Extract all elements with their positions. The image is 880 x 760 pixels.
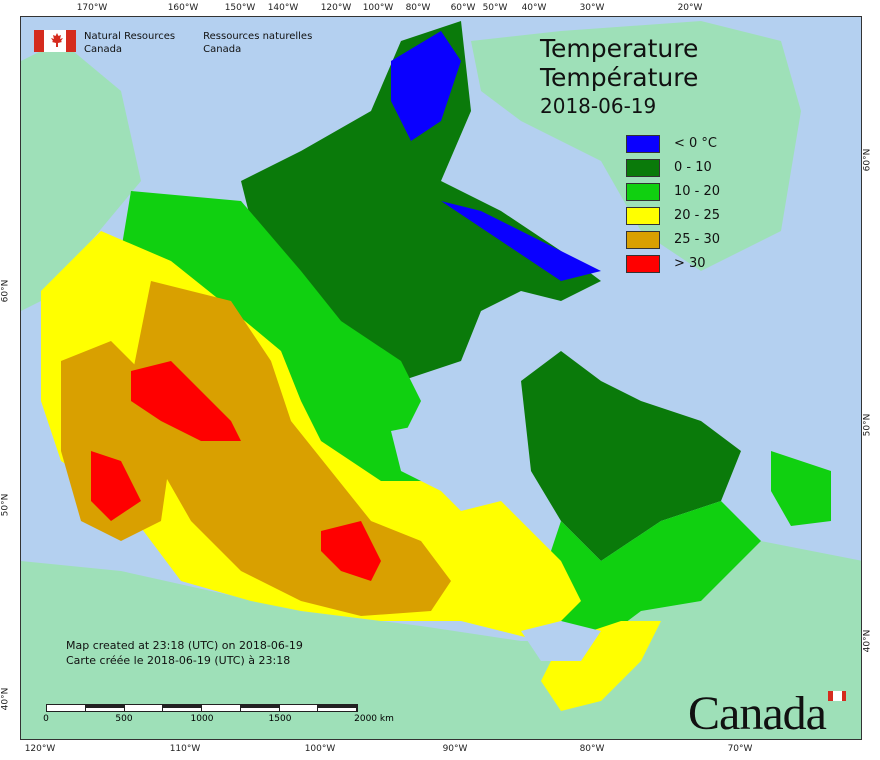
scale-label: 500	[115, 714, 133, 724]
bottom-tick: 90°W	[442, 744, 468, 754]
right-tick: 40°N	[862, 629, 873, 653]
title-en: Temperature	[540, 34, 699, 63]
top-tick: 160°W	[167, 3, 199, 13]
bottom-tick: 70°W	[727, 744, 753, 754]
arctic-islands	[241, 21, 601, 381]
scale-bar: 0 500 1000 1500 2000 km	[43, 704, 394, 726]
right-tick: 50°N	[862, 413, 873, 437]
scale-label: 0	[43, 714, 49, 724]
top-tick: 80°W	[405, 3, 431, 13]
legend-swatch	[626, 206, 660, 225]
legend-label: < 0 °C	[674, 136, 718, 151]
top-tick: 100°W	[362, 3, 394, 13]
bottom-tick: 100°W	[304, 744, 336, 754]
map-frame	[20, 16, 862, 740]
legend-swatch	[626, 182, 660, 201]
usa-landmass	[21, 541, 861, 739]
legend-swatch	[626, 134, 660, 153]
alaska-landmass	[21, 41, 141, 311]
legend: < 0 °C 0 - 10 10 - 20 20 - 25 25 - 30 > …	[626, 133, 720, 277]
left-tick: 50°N	[0, 493, 11, 517]
bc-hotspot	[91, 451, 141, 521]
legend-item: 0 - 10	[626, 157, 720, 178]
left-tick: 40°N	[0, 687, 11, 711]
map-title: Temperature Température 2018-06-19	[540, 34, 698, 120]
nrcan-logo: Natural Resources Canada Ressources natu…	[34, 30, 332, 56]
credit-fr: Carte créée le 2018-06-19 (UTC) à 23:18	[66, 654, 291, 667]
canada-flag-icon	[34, 30, 76, 52]
top-tick: 30°W	[579, 3, 605, 13]
legend-item: < 0 °C	[626, 133, 720, 154]
bottom-tick: 110°W	[169, 744, 201, 754]
labrador-quebec-north	[521, 351, 741, 561]
right-tick: 60°N	[862, 148, 873, 172]
legend-item: > 30	[626, 253, 720, 274]
hudson-bay	[391, 421, 501, 511]
newfoundland	[771, 451, 831, 526]
wordmark-flag-icon	[828, 691, 846, 701]
top-tick: 170°W	[76, 3, 108, 13]
ellesmere-ice	[391, 31, 461, 141]
legend-label: 10 - 20	[674, 184, 721, 199]
north-alberta-hotspot	[131, 361, 241, 441]
agency-name-fr: Ressources naturelles Canada	[203, 31, 313, 55]
canada-wordmark: Canada	[688, 687, 827, 740]
top-tick: 40°W	[521, 3, 547, 13]
legend-swatch	[626, 230, 660, 249]
top-tick: 150°W	[224, 3, 256, 13]
map-date: 2018-06-19	[540, 94, 657, 118]
legend-swatch	[626, 254, 660, 273]
baffin-ice	[441, 201, 601, 281]
top-tick: 140°W	[267, 3, 299, 13]
top-tick: 50°W	[482, 3, 508, 13]
scale-label: 1000	[190, 714, 214, 724]
left-tick: 60°N	[0, 279, 11, 303]
legend-label: 25 - 30	[674, 232, 721, 247]
map-canvas	[21, 21, 861, 739]
quebec-green-zone	[541, 501, 761, 641]
legend-item: 25 - 30	[626, 229, 720, 250]
top-tick: 60°W	[450, 3, 476, 13]
maple-leaf-icon	[51, 33, 63, 47]
manitoba-hotspot	[321, 521, 381, 581]
legend-item: 10 - 20	[626, 181, 720, 202]
legend-swatch	[626, 158, 660, 177]
bottom-tick: 80°W	[579, 744, 605, 754]
top-tick: 120°W	[320, 3, 352, 13]
great-lakes	[521, 621, 601, 661]
scale-label: 1500	[268, 714, 292, 724]
scale-label: 2000 km	[354, 714, 394, 724]
top-tick: 20°W	[677, 3, 703, 13]
legend-label: > 30	[674, 256, 706, 271]
legend-label: 20 - 25	[674, 208, 721, 223]
north-green-zone	[121, 191, 431, 501]
bottom-tick: 120°W	[24, 744, 56, 754]
map-credit: Map created at 23:18 (UTC) on 2018-06-19…	[66, 638, 303, 668]
agency-name-en: Natural Resources Canada	[84, 31, 176, 55]
legend-item: 20 - 25	[626, 205, 720, 226]
credit-en: Map created at 23:18 (UTC) on 2018-06-19	[66, 639, 303, 652]
scale-segments	[46, 704, 358, 712]
prairie-orange-zone	[131, 281, 451, 616]
legend-label: 0 - 10	[674, 160, 712, 175]
scale-labels: 0 500 1000 1500 2000 km	[43, 712, 394, 726]
title-fr: Température	[540, 63, 699, 92]
